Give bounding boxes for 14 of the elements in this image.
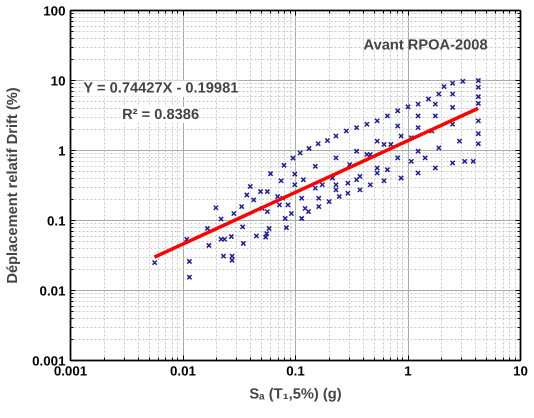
x-tick-label: 10: [513, 364, 528, 378]
annotation: R² = 0.8386: [122, 106, 200, 123]
x-axis-title: Sₐ (T₁,5%) (g): [249, 386, 342, 402]
annotation: Y = 0.74427X - 0.19981: [83, 80, 238, 96]
y-tick-label: 0.1: [46, 214, 66, 228]
x-tick-label: 0.1: [286, 364, 306, 378]
y-tick-label: 0.01: [40, 284, 66, 298]
y-tick-label: 100: [43, 4, 66, 18]
y-tick-label: 1: [58, 144, 66, 158]
x-tick-label: 0.01: [170, 364, 197, 378]
x-tick-label: 1: [404, 364, 412, 378]
annotation: Avant RPOA-2008: [364, 38, 488, 54]
y-tick-label: 10: [50, 74, 66, 88]
y-axis-title: Déplacement relatif Drift (%): [5, 87, 22, 284]
